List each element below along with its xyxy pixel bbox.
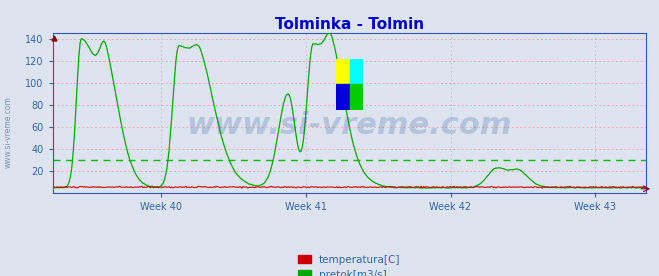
Text: www.si-vreme.com: www.si-vreme.com <box>186 112 512 140</box>
Title: Tolminka - Tolmin: Tolminka - Tolmin <box>275 17 424 32</box>
Text: www.si-vreme.com: www.si-vreme.com <box>3 97 13 168</box>
Legend: temperatura[C], pretok[m3/s]: temperatura[C], pretok[m3/s] <box>294 251 405 276</box>
